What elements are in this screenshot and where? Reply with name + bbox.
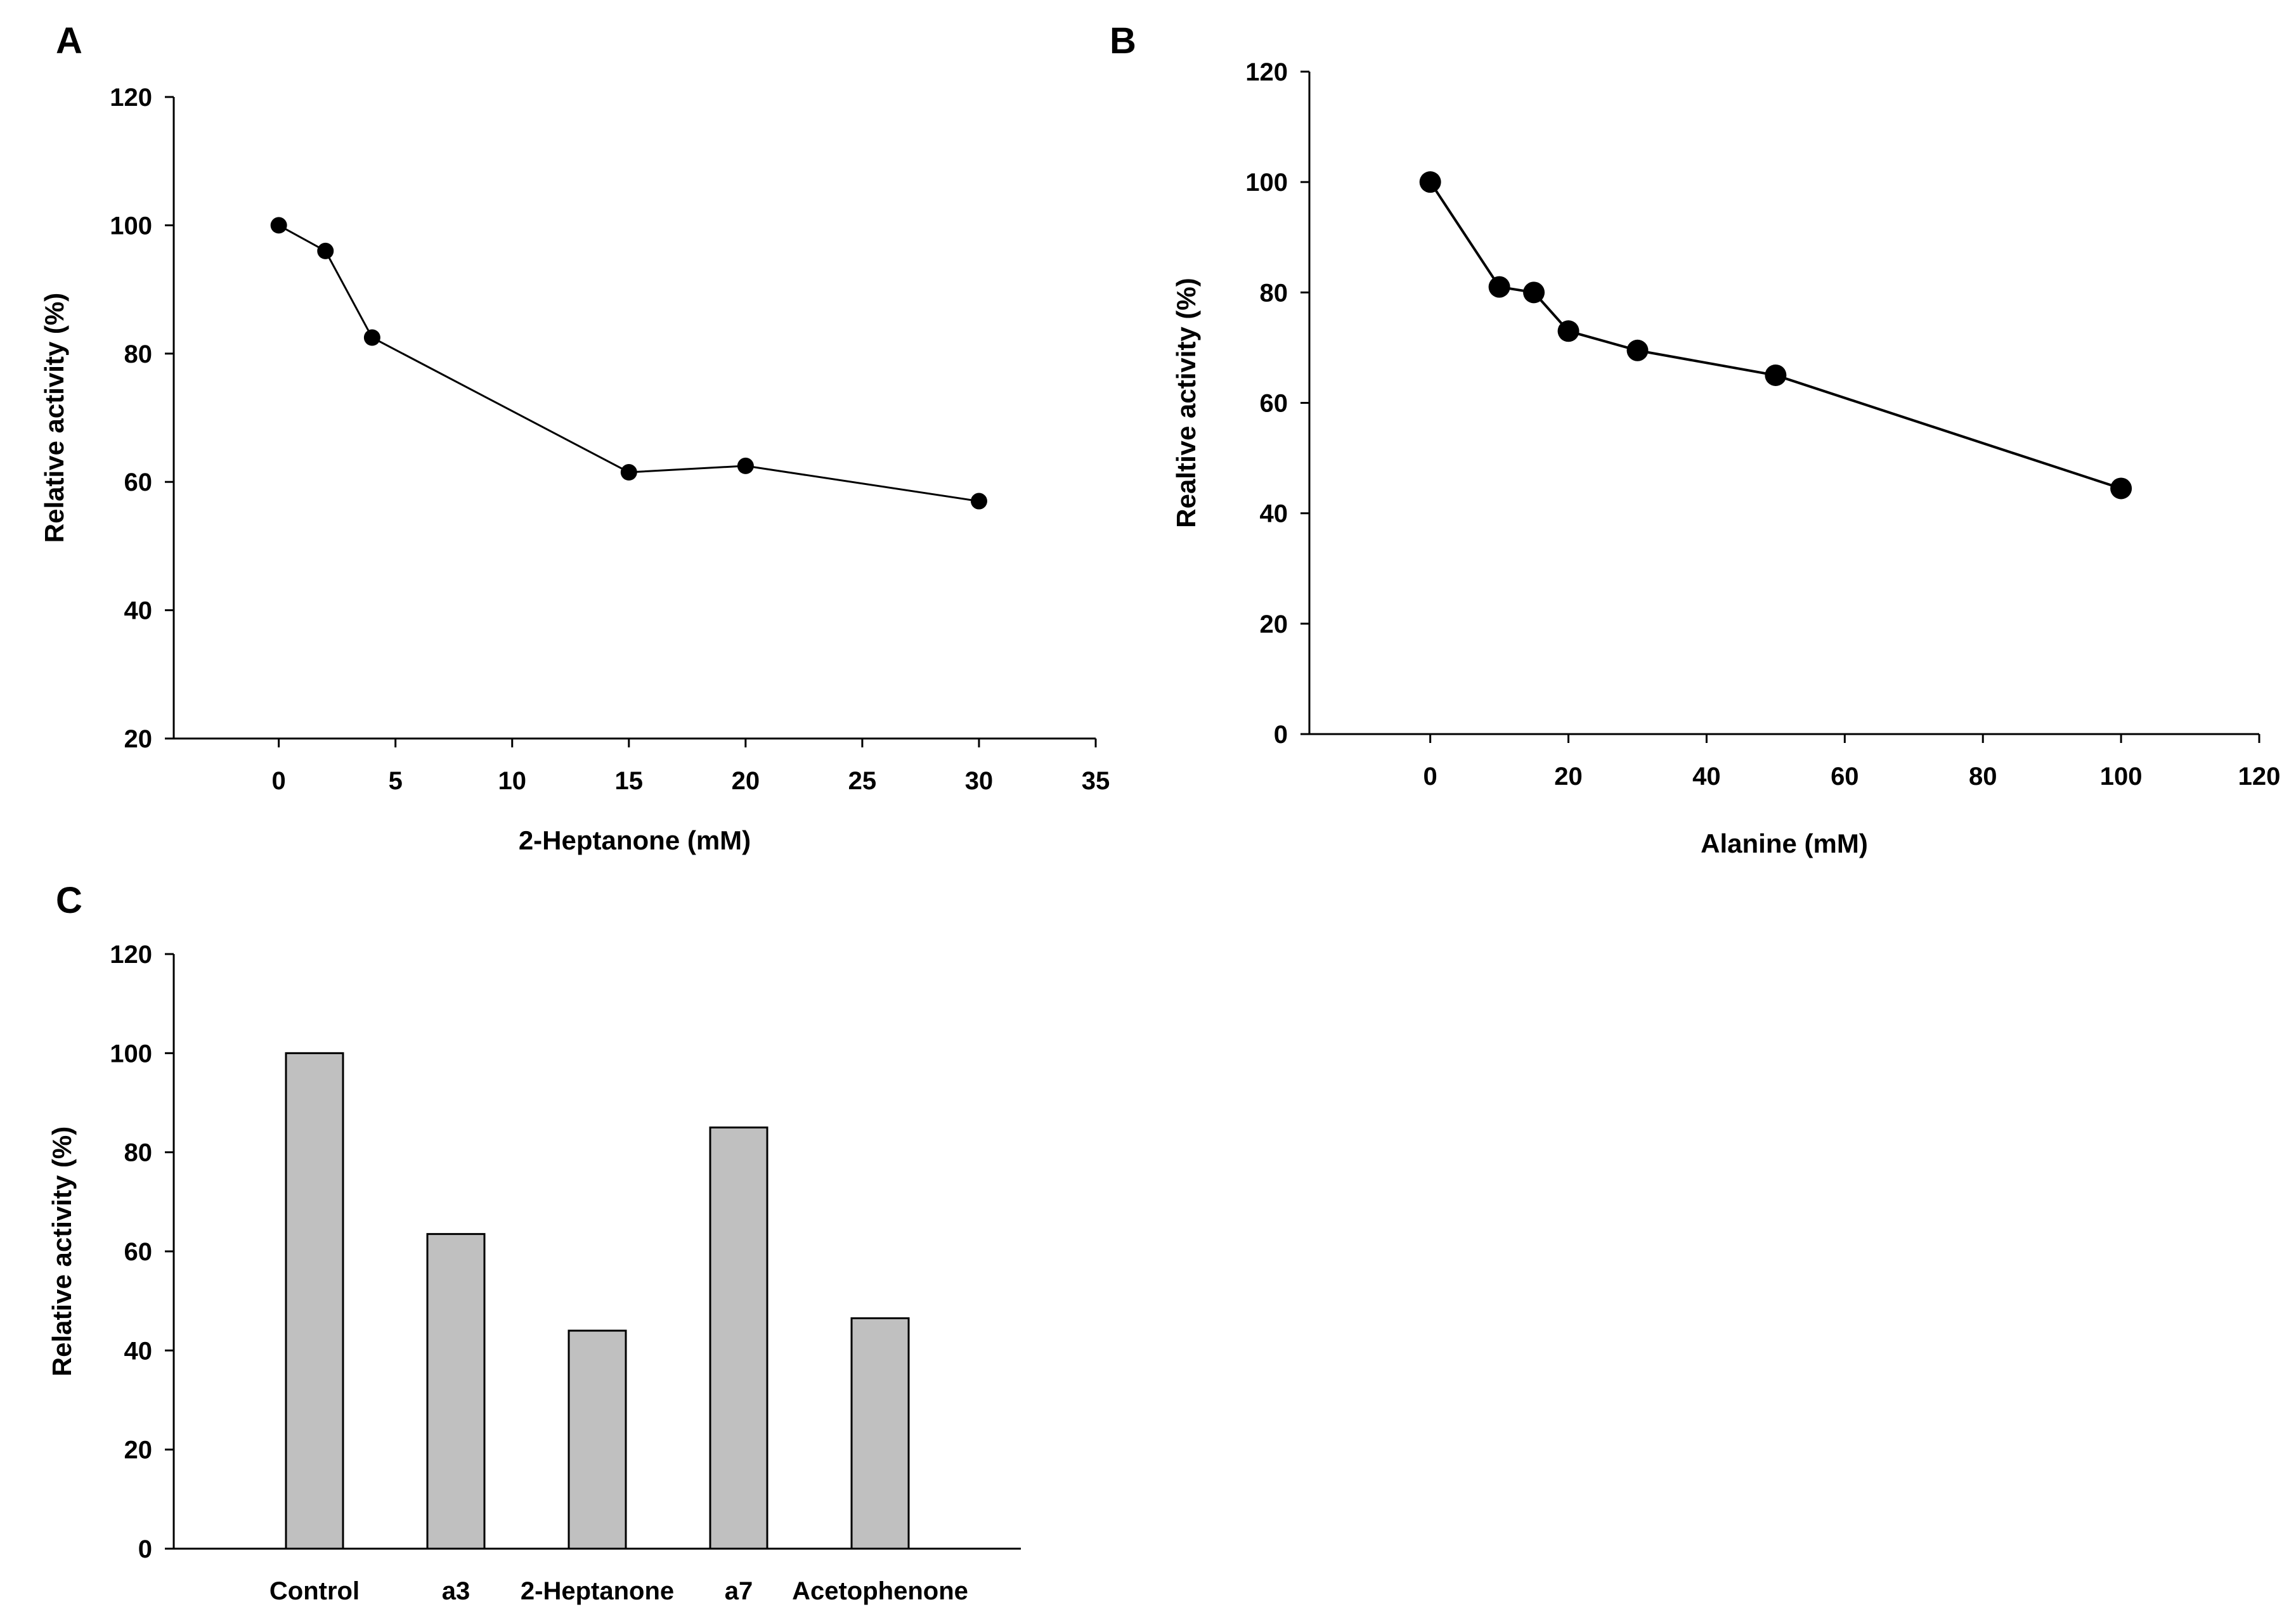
panel-a-y-tick-label: 80 <box>124 340 153 368</box>
panel-c-category-label: 2-Heptanone <box>521 1577 674 1605</box>
panel-c-y-tick-label: 100 <box>110 1040 152 1068</box>
panel-a-x-tick-label: 25 <box>848 767 877 795</box>
panel-b-y-tick-label: 40 <box>1260 500 1288 528</box>
panel-b-data-point <box>1488 276 1510 298</box>
panel-b-y-tick-label: 80 <box>1260 279 1288 307</box>
panel-b-line-chart: B 0 20 40 60 80 100 120 Realtive activity (%) 0 2… <box>1110 20 2280 858</box>
panel-a-y-tick-label: 120 <box>110 84 152 112</box>
panel-a-x-tick-label: 30 <box>965 767 994 795</box>
panel-c-category-label: Control <box>269 1577 360 1605</box>
panel-c-y-tick-label: 80 <box>124 1139 153 1167</box>
panel-b-y-tick-label: 100 <box>1245 169 1288 197</box>
panel-c-y-tick-label: 20 <box>124 1436 153 1464</box>
panel-a-line-chart: A 20 40 60 80 100 120 Relative activity (%) 0 5 1… <box>39 20 1110 855</box>
panel-b-data-point <box>1419 171 1441 193</box>
panel-b-y-tick-label: 20 <box>1260 610 1288 638</box>
panel-b-data-point <box>1557 320 1579 342</box>
panel-a-x-tick-label: 15 <box>615 767 644 795</box>
panel-b-x-tick-label: 80 <box>1969 763 1997 791</box>
panel-a-y-axis-title: Relative activity (%) <box>39 293 69 543</box>
panel-b-x-tick-label: 100 <box>2100 763 2143 791</box>
panel-a-x-tick-label: 35 <box>1082 767 1110 795</box>
panel-c-bar-chart: C 0 20 40 60 80 100 120 Relative activity (%) Co… <box>47 880 1021 1605</box>
panel-a-y-tick-label: 40 <box>124 597 153 625</box>
panel-a-x-tick-label: 0 <box>272 767 286 795</box>
panel-b-y-tick-label: 120 <box>1245 58 1288 86</box>
panel-c-y-tick-label: 120 <box>110 941 152 969</box>
panel-b-x-tick-label: 40 <box>1692 763 1721 791</box>
panel-c-y-tick-label: 60 <box>124 1238 153 1266</box>
panel-b-data-point <box>2110 477 2132 500</box>
panel-b-x-tick-label: 120 <box>2238 763 2281 791</box>
panel-c-letter: C <box>56 880 82 921</box>
panel-b-y-tick-label: 60 <box>1260 390 1288 418</box>
panel-b-x-tick-label: 20 <box>1554 763 1583 791</box>
panel-a-data-point <box>270 217 287 234</box>
panel-a-data-point <box>317 242 334 259</box>
panel-c-bar <box>285 1052 344 1550</box>
panel-a-y-tick-label: 20 <box>124 725 153 753</box>
panel-a-y-tick-label: 100 <box>110 212 152 240</box>
panel-c-bar <box>709 1126 769 1550</box>
panel-a-series-line <box>278 224 980 503</box>
panel-a-x-axis-title: 2-Heptanone (mM) <box>519 825 751 855</box>
panel-c-bar <box>850 1317 910 1550</box>
panel-b-data-point <box>1626 339 1649 361</box>
panel-a-data-point <box>970 493 987 510</box>
panel-c-category-label: a3 <box>442 1577 470 1605</box>
panel-a-letter: A <box>56 20 82 61</box>
panel-c-y-axis-title: Relative activity (%) <box>47 1126 77 1377</box>
panel-a-y-tick-label: 60 <box>124 468 153 496</box>
panel-b-x-tick-label: 60 <box>1831 763 1859 791</box>
panel-a-x-tick-label: 10 <box>498 767 526 795</box>
panel-c-y-tick-label: 40 <box>124 1337 153 1365</box>
panel-b-y-axis-title: Realtive activity (%) <box>1171 278 1201 528</box>
panel-c-category-label: a7 <box>725 1577 753 1605</box>
panel-b-x-tick-label: 0 <box>1424 763 1437 791</box>
panel-a-x-tick-label: 20 <box>732 767 760 795</box>
panel-a-data-point <box>363 329 380 346</box>
panel-a-x-tick-label: 5 <box>389 767 403 795</box>
panel-c-category-label: Acetophenone <box>792 1577 968 1605</box>
panel-c-bar <box>426 1233 486 1550</box>
panel-c-bar <box>568 1329 627 1550</box>
panel-b-y-tick-label: 0 <box>1274 721 1288 749</box>
panel-b-x-axis-title: Alanine (mM) <box>1701 829 1868 858</box>
panel-a-data-point <box>620 464 637 481</box>
panel-b-data-point <box>1523 281 1545 304</box>
panel-a-data-point <box>737 457 754 474</box>
panel-b-letter: B <box>1110 20 1136 61</box>
panel-b-series-line <box>1429 181 2122 490</box>
panel-b-data-point <box>1765 364 1787 386</box>
panel-c-y-tick-label: 0 <box>138 1535 152 1563</box>
